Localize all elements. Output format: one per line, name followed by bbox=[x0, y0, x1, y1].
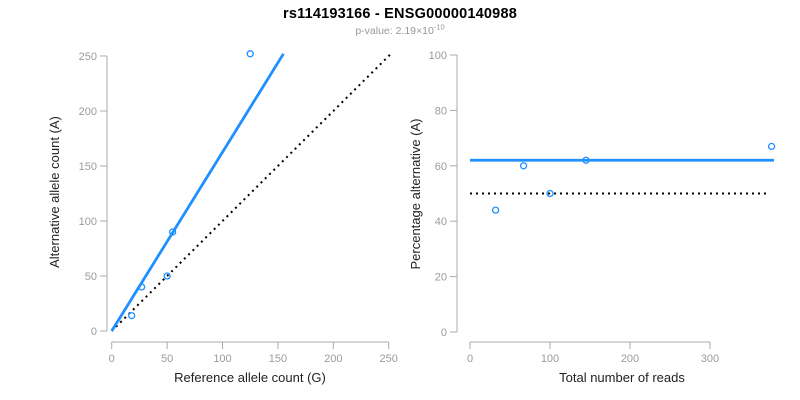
y-axis: 0 20 40 60 80 100 bbox=[429, 50, 458, 339]
data-point bbox=[519, 162, 528, 170]
data-point bbox=[767, 142, 776, 151]
p-value-exponent: -10 bbox=[433, 22, 445, 32]
data-point bbox=[163, 272, 171, 280]
chart-subtitle: p-value: 2.19×10-10 bbox=[0, 22, 800, 37]
y-axis-title: Percentage alternative (A) bbox=[408, 118, 423, 269]
x-tick-label: 300 bbox=[701, 353, 719, 365]
data-point bbox=[546, 189, 554, 198]
percentage-alternative-plot: 0 20 40 60 80 100 0 100 200 300 Total number of re… bbox=[408, 50, 776, 385]
x-tick-label: 0 bbox=[109, 353, 115, 365]
chart-title: rs114193166 - ENSG00000140988 bbox=[283, 6, 517, 22]
y-tick-label: 100 bbox=[79, 216, 97, 228]
x-tick-label: 200 bbox=[621, 353, 639, 365]
x-axis: 0 100 200 300 bbox=[467, 341, 719, 365]
data-point bbox=[168, 228, 177, 236]
y-tick-label: 80 bbox=[435, 105, 447, 117]
y-tick-label: 0 bbox=[441, 327, 447, 339]
y-axis-title: Alternative allele count (A) bbox=[47, 116, 62, 268]
y-tick-label: 200 bbox=[79, 106, 97, 118]
y-tick-label: 60 bbox=[435, 161, 447, 173]
y-tick-label: 250 bbox=[79, 51, 97, 63]
data-point bbox=[582, 156, 590, 164]
data-point bbox=[491, 206, 500, 214]
data-point bbox=[127, 311, 136, 320]
y-axis: 0 50 100 150 200 250 bbox=[79, 51, 108, 338]
fit-line bbox=[110, 53, 285, 332]
x-tick-label: 0 bbox=[467, 353, 473, 365]
data-point bbox=[137, 283, 146, 291]
x-tick-label: 250 bbox=[380, 353, 398, 365]
x-axis-title: Total number of reads bbox=[559, 370, 685, 385]
identity-line bbox=[110, 53, 392, 332]
x-tick-label: 100 bbox=[541, 353, 559, 365]
y-tick-label: 150 bbox=[79, 161, 97, 173]
y-tick-label: 0 bbox=[91, 326, 97, 338]
data-point bbox=[246, 50, 254, 58]
allele-counts-plot: 0 50 100 150 200 250 0 50 100 150 200 250 Reference … bbox=[47, 50, 398, 385]
x-tick-label: 150 bbox=[269, 353, 287, 365]
y-tick-label: 100 bbox=[429, 50, 447, 62]
x-tick-label: 200 bbox=[324, 353, 342, 365]
x-axis: 0 50 100 150 200 250 bbox=[109, 341, 398, 365]
y-tick-label: 40 bbox=[435, 216, 447, 228]
p-value-text: p-value: 2.19×10 bbox=[355, 25, 434, 37]
x-tick-label: 50 bbox=[161, 353, 173, 365]
y-tick-label: 50 bbox=[85, 271, 97, 283]
x-axis-title: Reference allele count (G) bbox=[174, 370, 326, 385]
y-tick-label: 20 bbox=[435, 272, 447, 284]
x-tick-label: 100 bbox=[213, 353, 231, 365]
